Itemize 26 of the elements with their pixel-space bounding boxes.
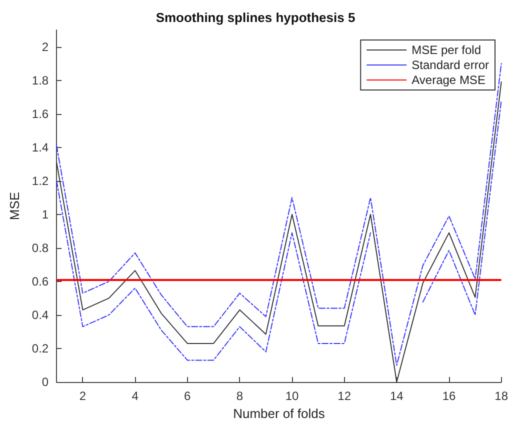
y-tick-label: 1.8 <box>32 73 49 88</box>
x-tick-label: 6 <box>184 389 192 403</box>
y-axis-title: MSE <box>7 192 22 220</box>
x-tick-label: 12 <box>338 389 352 403</box>
y-tick-label: 0.6 <box>32 274 49 288</box>
y-tick-label: 2 <box>42 40 49 54</box>
legend-label: MSE per fold <box>412 43 481 57</box>
x-tick-label: 10 <box>285 389 300 403</box>
y-tick-label: 0 <box>42 375 49 389</box>
x-tick-label: 4 <box>132 389 139 403</box>
y-tick-label: 1 <box>42 207 49 222</box>
x-tick-label: 16 <box>442 389 456 403</box>
y-tick-label: 1.4 <box>32 140 49 154</box>
y-tick-label: 0.2 <box>32 341 49 356</box>
legend-label: Standard error <box>412 58 490 72</box>
legend-label: Average MSE <box>412 73 486 87</box>
chart-title: Smoothing splines hypothesis 5 <box>156 10 356 25</box>
x-axis-title: Number of folds <box>233 406 326 421</box>
y-tick-label: 1.2 <box>32 174 49 188</box>
x-tick-label: 8 <box>236 389 244 403</box>
x-tick-label: 2 <box>79 389 86 403</box>
x-tick-label: 14 <box>390 389 404 403</box>
y-tick-label: 1.6 <box>32 106 49 121</box>
x-tick-label: 18 <box>494 389 508 403</box>
y-tick-label: 0.4 <box>32 308 49 322</box>
y-tick-label: 0.8 <box>32 240 49 255</box>
